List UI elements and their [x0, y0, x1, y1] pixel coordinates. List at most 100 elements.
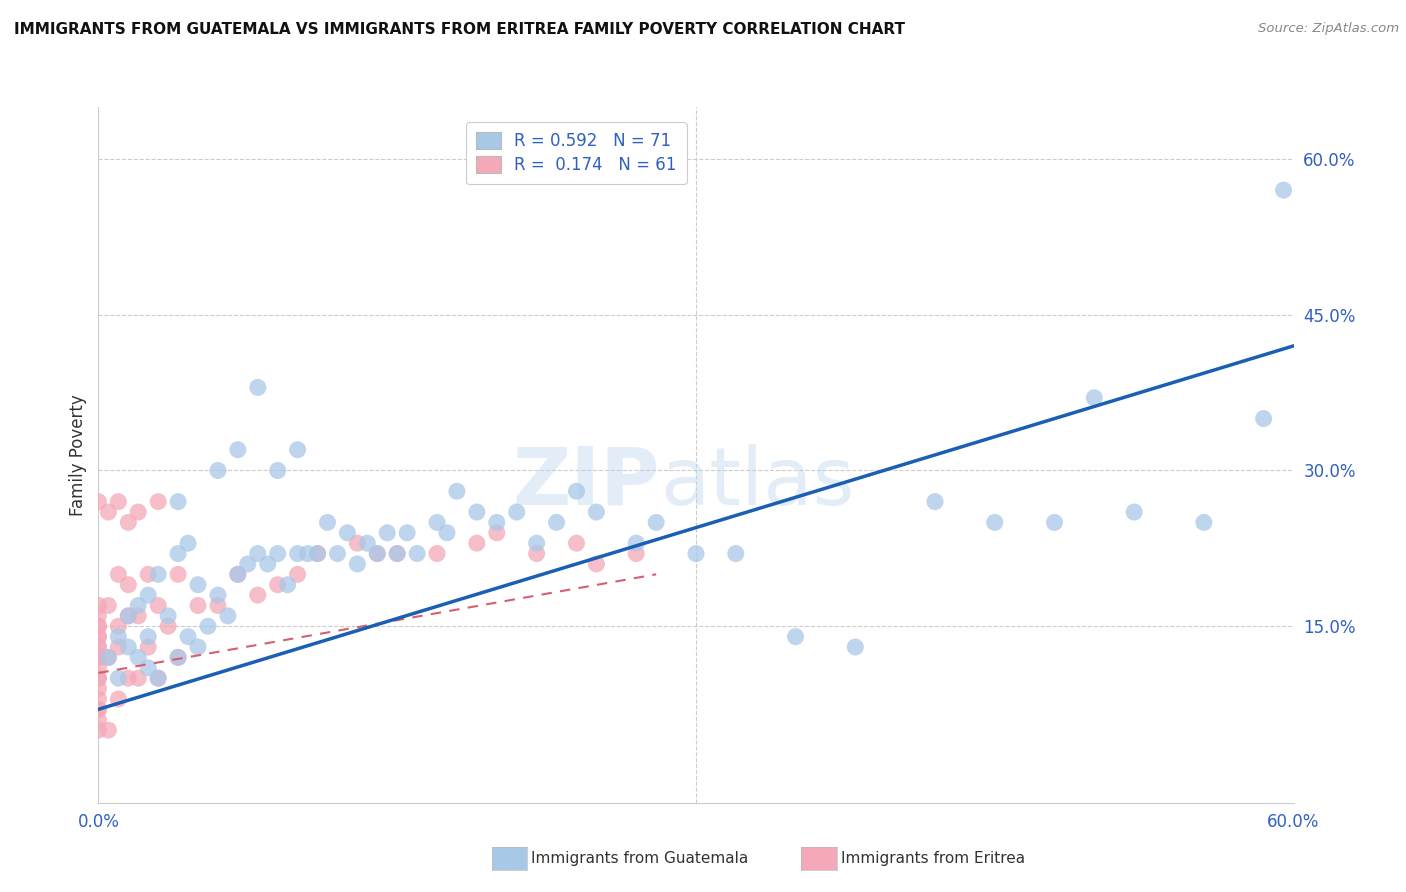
Point: [226, 442, 249, 457]
Point: [236, 557, 259, 571]
Point: [506, 505, 529, 519]
Point: [87, 640, 110, 654]
Point: [326, 547, 349, 561]
Point: [107, 692, 129, 706]
Point: [724, 547, 747, 561]
Point: [1123, 505, 1146, 519]
Point: [107, 671, 129, 685]
Point: [1192, 516, 1215, 530]
Point: [87, 661, 110, 675]
Point: [426, 547, 449, 561]
Point: [87, 671, 110, 685]
Point: [1272, 183, 1295, 197]
Point: [117, 640, 139, 654]
Point: [87, 619, 110, 633]
Point: [87, 650, 110, 665]
Point: [167, 650, 190, 665]
Point: [983, 516, 1005, 530]
Point: [87, 619, 110, 633]
Point: [127, 608, 149, 623]
Point: [277, 578, 299, 592]
Point: [127, 650, 149, 665]
Point: [465, 505, 488, 519]
Point: [346, 536, 368, 550]
Point: [187, 599, 209, 613]
Point: [287, 567, 309, 582]
Point: [117, 671, 139, 685]
Y-axis label: Family Poverty: Family Poverty: [69, 394, 87, 516]
Point: [366, 547, 388, 561]
Point: [87, 702, 110, 716]
Point: [148, 599, 170, 613]
Text: atlas: atlas: [661, 443, 855, 522]
Point: [97, 505, 120, 519]
Point: [526, 536, 548, 550]
Point: [107, 494, 129, 508]
Point: [436, 525, 458, 540]
Point: [307, 547, 329, 561]
Point: [526, 547, 548, 561]
Point: [287, 547, 309, 561]
Point: [246, 588, 269, 602]
Point: [685, 547, 707, 561]
Text: Immigrants from Eritrea: Immigrants from Eritrea: [841, 852, 1025, 866]
Point: [565, 536, 588, 550]
Point: [97, 650, 120, 665]
Point: [446, 484, 468, 499]
Text: Immigrants from Guatemala: Immigrants from Guatemala: [531, 852, 749, 866]
Point: [177, 630, 200, 644]
Point: [97, 723, 120, 738]
Point: [406, 547, 429, 561]
Point: [157, 619, 180, 633]
Point: [136, 567, 159, 582]
Point: [246, 547, 269, 561]
Point: [97, 650, 120, 665]
Point: [316, 516, 339, 530]
Point: [97, 599, 120, 613]
Point: [785, 630, 807, 644]
Point: [136, 588, 159, 602]
Point: [107, 567, 129, 582]
Point: [385, 547, 409, 561]
Point: [336, 525, 359, 540]
Point: [385, 547, 409, 561]
Point: [127, 505, 149, 519]
Point: [87, 630, 110, 644]
Point: [87, 723, 110, 738]
Point: [844, 640, 866, 654]
Point: [226, 567, 249, 582]
Point: [87, 681, 110, 696]
Point: [117, 516, 139, 530]
Point: [346, 557, 368, 571]
Text: ZIP: ZIP: [513, 443, 661, 522]
Point: [546, 516, 568, 530]
Point: [117, 608, 139, 623]
Point: [197, 619, 219, 633]
Point: [624, 536, 647, 550]
Point: [624, 547, 647, 561]
Point: [87, 630, 110, 644]
Point: [87, 494, 110, 508]
Point: [645, 516, 668, 530]
Point: [585, 505, 607, 519]
Point: [87, 702, 110, 716]
Point: [217, 608, 239, 623]
Point: [87, 713, 110, 727]
Point: [396, 525, 419, 540]
Point: [148, 671, 170, 685]
Point: [187, 578, 209, 592]
Text: Source: ZipAtlas.com: Source: ZipAtlas.com: [1258, 22, 1399, 36]
Point: [167, 567, 190, 582]
Point: [148, 494, 170, 508]
Point: [148, 567, 170, 582]
Point: [136, 640, 159, 654]
Point: [157, 608, 180, 623]
Point: [207, 588, 229, 602]
Point: [87, 650, 110, 665]
Point: [485, 525, 508, 540]
Point: [127, 599, 149, 613]
Point: [924, 494, 946, 508]
Point: [187, 640, 209, 654]
Point: [117, 608, 139, 623]
Point: [375, 525, 398, 540]
